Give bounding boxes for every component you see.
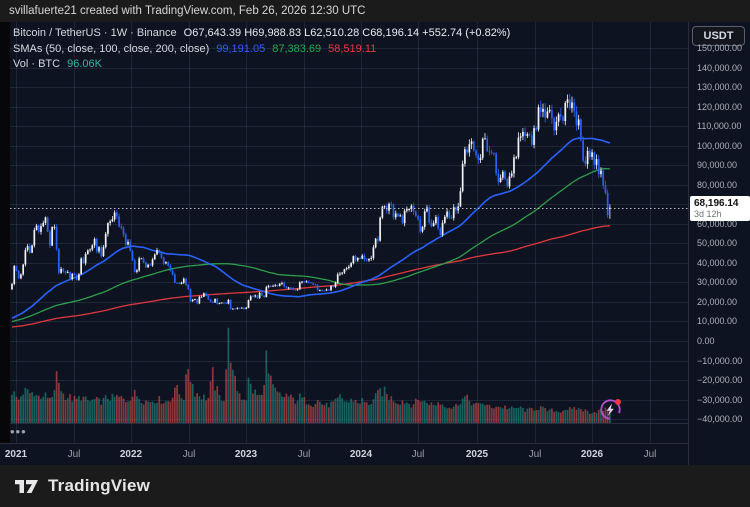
price-tick-label: 30,000.00 xyxy=(697,277,738,288)
price-tick-label: −30,000.00 xyxy=(697,394,743,405)
currency-toggle-button[interactable]: USDT xyxy=(692,26,745,46)
price-tick-label: 140,000.00 xyxy=(697,62,743,73)
lightning-bolt-icon xyxy=(606,403,614,416)
left-gutter xyxy=(0,22,10,443)
price-axis[interactable]: USDT 150,000.00 140,000.00 130,000.00 120,0… xyxy=(688,22,750,465)
pane-more-button[interactable]: ••• xyxy=(10,424,27,439)
price-tick-label: 60,000.00 xyxy=(697,218,738,229)
price-tick-label: −20,000.00 xyxy=(697,375,743,386)
time-tick-label: Jul xyxy=(528,449,542,460)
time-tick-label: 2024 xyxy=(349,449,373,460)
attribution-bar: svillafuerte21 created with TradingView.… xyxy=(0,0,750,22)
time-tick-label: 2025 xyxy=(465,449,489,460)
price-chart-canvas[interactable] xyxy=(10,22,688,443)
spark-ai-icon[interactable] xyxy=(598,396,624,422)
price-tick-label: 80,000.00 xyxy=(697,179,738,190)
price-tick-label: 20,000.00 xyxy=(697,296,738,307)
time-tick-label: Jul xyxy=(297,449,311,460)
attribution-text: svillafuerte21 created with TradingView.… xyxy=(9,5,366,17)
bar-countdown: 3d 12h xyxy=(694,208,722,219)
price-tick-label: 120,000.00 xyxy=(697,101,743,112)
time-tick-label: 2023 xyxy=(234,449,258,460)
notification-dot xyxy=(615,399,621,405)
time-axis[interactable]: 2021 Jul 2022 Jul 2023 Jul 2024 Jul 2025 Jul 2026 J… xyxy=(0,443,750,465)
time-tick-label: 2022 xyxy=(119,449,143,460)
price-tick-label: 110,000.00 xyxy=(697,121,742,132)
price-tick-label: 10,000.00 xyxy=(697,316,738,327)
price-tick-label: −40,000.00 xyxy=(697,414,743,425)
price-tick-label: 50,000.00 xyxy=(697,238,738,249)
price-tick-label: 40,000.00 xyxy=(697,257,738,268)
time-tick-label: Jul xyxy=(411,449,425,460)
price-tick-label: 130,000.00 xyxy=(697,82,743,93)
footer-bar: TradingView xyxy=(0,465,750,507)
price-tick-label: 150,000.00 xyxy=(697,43,743,54)
last-price-label: 68,196.14 3d 12h xyxy=(690,195,750,221)
price-tick-label: −10,000.00 xyxy=(697,355,743,366)
price-tick-label: 100,000.00 xyxy=(697,140,743,151)
time-tick-label: Jul xyxy=(643,449,657,460)
price-tick-label: 90,000.00 xyxy=(697,160,738,171)
tradingview-wordmark: TradingView xyxy=(48,476,151,495)
last-price-value: 68,196.14 xyxy=(694,197,739,209)
time-tick-label: Jul xyxy=(182,449,196,460)
tradingview-logo-icon xyxy=(15,480,38,493)
tradingview-logo[interactable]: TradingView xyxy=(14,476,150,496)
time-tick-label: Jul xyxy=(67,449,81,460)
time-tick-label: 2021 xyxy=(4,449,28,460)
price-tick-label: 0.00 xyxy=(697,336,715,346)
time-tick-label: 2026 xyxy=(580,449,604,460)
